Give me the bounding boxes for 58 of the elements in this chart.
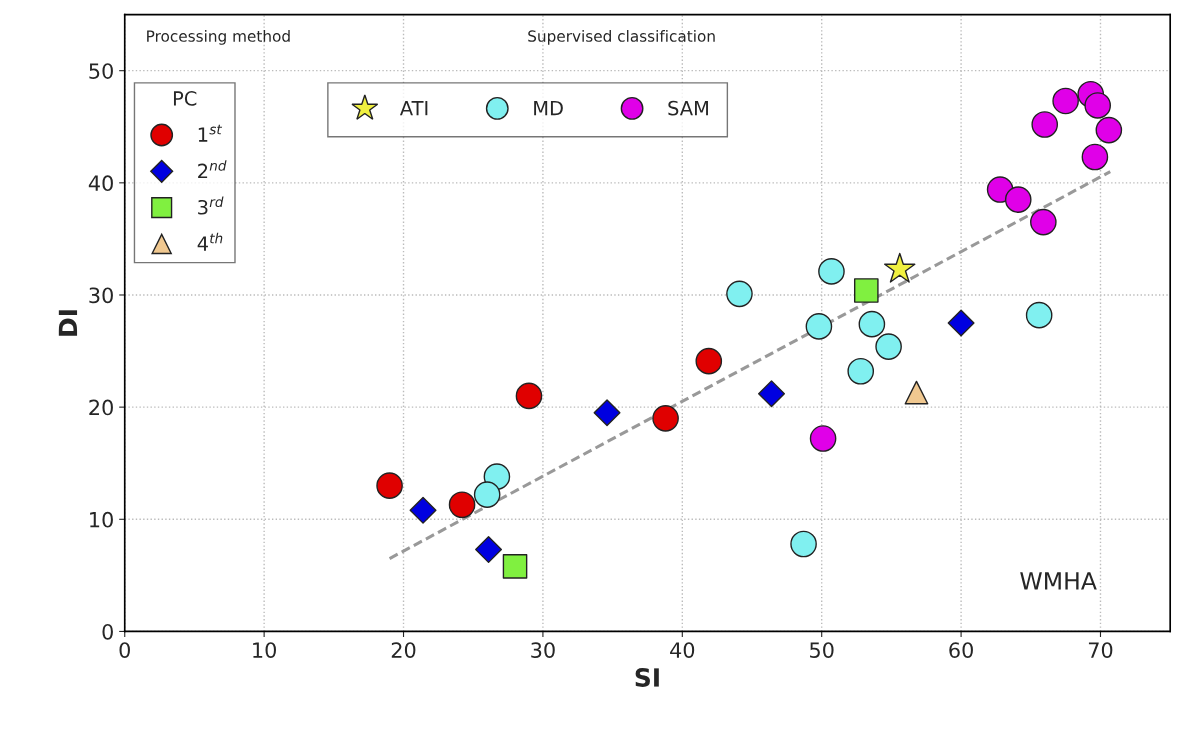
- point: [376, 472, 403, 499]
- x-tick-label: 20: [391, 642, 416, 658]
- x-tick-label: 70: [1088, 642, 1113, 658]
- point: [875, 333, 902, 360]
- point: [947, 309, 975, 337]
- y-tick-label: 30: [89, 287, 113, 304]
- legend-label: 1$^{st}$: [198, 124, 223, 142]
- legend-title: PC: [173, 91, 197, 106]
- point: [1031, 111, 1059, 138]
- point: [409, 496, 437, 524]
- y-tick-label: 10: [90, 511, 113, 528]
- legend-label: MD: [534, 101, 563, 116]
- y-tick-label: 0: [102, 623, 113, 640]
- point: [1025, 301, 1053, 329]
- legend-label: 2$^{nd}$: [198, 160, 227, 179]
- point: [1004, 186, 1032, 213]
- legend-label: 3$^{rd}$: [198, 196, 224, 215]
- point: [858, 310, 886, 338]
- x-tick-label: 50: [810, 642, 834, 658]
- point: [790, 530, 817, 558]
- annotation: Supervised classification: [528, 30, 715, 45]
- point: [847, 357, 875, 385]
- point: [758, 380, 786, 408]
- point: [726, 280, 753, 308]
- x-tick-label: 40: [670, 642, 695, 658]
- point: [695, 347, 723, 375]
- point: [1081, 143, 1109, 171]
- x-tick-label: 10: [253, 642, 276, 658]
- x-axis-title: SI: [635, 668, 659, 687]
- point: [818, 258, 845, 285]
- legend-label: SAM: [668, 100, 708, 116]
- point: [884, 252, 916, 283]
- point: [502, 554, 528, 579]
- point: [1030, 208, 1057, 236]
- y-axis-title: DI: [58, 310, 78, 336]
- legend-label: ATI: [399, 101, 428, 116]
- point: [1095, 116, 1123, 144]
- point: [805, 313, 833, 340]
- point: [475, 536, 503, 564]
- point: [1084, 92, 1112, 119]
- point: [448, 491, 476, 519]
- point: [652, 405, 679, 432]
- y-tick-label: 20: [89, 399, 113, 416]
- legend-label: 4$^{th}$: [197, 232, 223, 251]
- point: [1052, 87, 1079, 115]
- point: [853, 278, 879, 303]
- x-tick-label: 30: [531, 642, 555, 658]
- point: [515, 382, 543, 410]
- point: [593, 399, 621, 427]
- y-tick-label: 40: [88, 175, 113, 192]
- x-tick-label: 60: [949, 642, 973, 658]
- point: [904, 380, 929, 405]
- point: [473, 481, 501, 508]
- y-tick-label: 50: [89, 63, 113, 79]
- x-tick-label: 0: [119, 642, 130, 658]
- point: [809, 425, 837, 452]
- annotation: WMHA: [1020, 572, 1097, 590]
- annotation: Processing method: [147, 30, 290, 45]
